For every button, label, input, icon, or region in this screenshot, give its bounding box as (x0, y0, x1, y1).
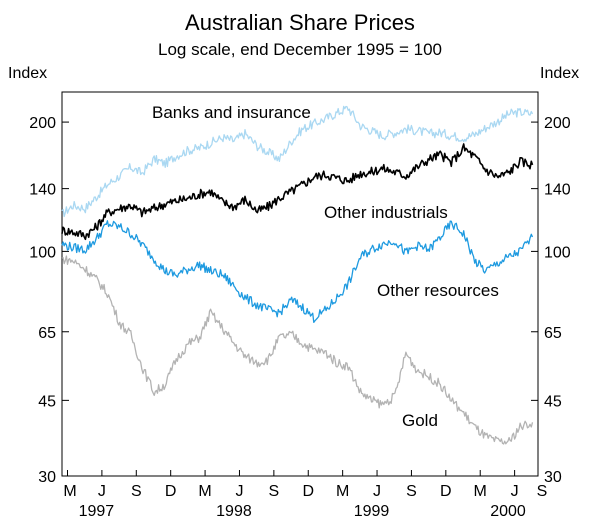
chart-title: Australian Share Prices (185, 10, 415, 35)
series-line-gold (61, 255, 534, 445)
x-tick-label: J (373, 483, 381, 500)
x-tick-label: D (440, 483, 452, 500)
x-tick-label: J (235, 483, 243, 500)
x-year-label: 1999 (354, 503, 390, 520)
series-line-banks-and-insurance (61, 105, 534, 218)
series-label-banks-and-insurance: Banks and insurance (152, 103, 311, 122)
y-tick-label-right: 140 (544, 182, 571, 199)
y-tick-label-left: 140 (29, 182, 56, 199)
x-year-label: 1998 (216, 503, 252, 520)
y-tick-label-left: 30 (38, 469, 56, 486)
x-tick-label: S (269, 483, 280, 500)
x-tick-label: M (198, 483, 211, 500)
plot-frame (61, 91, 539, 477)
x-tick-label: D (165, 483, 177, 500)
y-tick-label-left: 100 (29, 244, 56, 261)
series-line-other-resources (61, 220, 534, 324)
x-tick-label: J (98, 483, 106, 500)
series-label-gold: Gold (402, 411, 438, 430)
y-tick-label-right: 200 (544, 115, 571, 132)
x-tick-label: M (63, 483, 76, 500)
y-tick-label-right: 45 (544, 393, 562, 410)
series-label-other-resources: Other resources (377, 281, 499, 300)
y-tick-label-right: 65 (544, 325, 562, 342)
x-tick-label: S (537, 483, 548, 500)
y-tick-label-left: 200 (29, 115, 56, 132)
y-tick-label-left: 45 (38, 393, 56, 410)
x-tick-label: S (406, 483, 417, 500)
x-tick-label: M (474, 483, 487, 500)
x-year-label: 2000 (490, 503, 526, 520)
chart-marks: 30 30 45 45 65 65 100 100 140 140 200 200 M J S D M J S D M J… (29, 91, 571, 520)
x-tick-label: M (336, 483, 349, 500)
series-line-other-industrials (61, 143, 534, 241)
x-year-label: 1997 (79, 503, 115, 520)
y-axis-label-left: Index (8, 65, 47, 82)
y-tick-label-right: 100 (544, 244, 571, 261)
y-tick-label-left: 65 (38, 325, 56, 342)
x-tick-label: S (131, 483, 142, 500)
x-tick-label: J (511, 483, 519, 500)
y-axis-label-right: Index (540, 65, 579, 82)
x-tick-label: D (302, 483, 314, 500)
series-label-other-industrials: Other industrials (324, 203, 448, 222)
chart-subtitle: Log scale, end December 1995 = 100 (158, 40, 442, 59)
y-tick-label-right: 30 (544, 469, 562, 486)
